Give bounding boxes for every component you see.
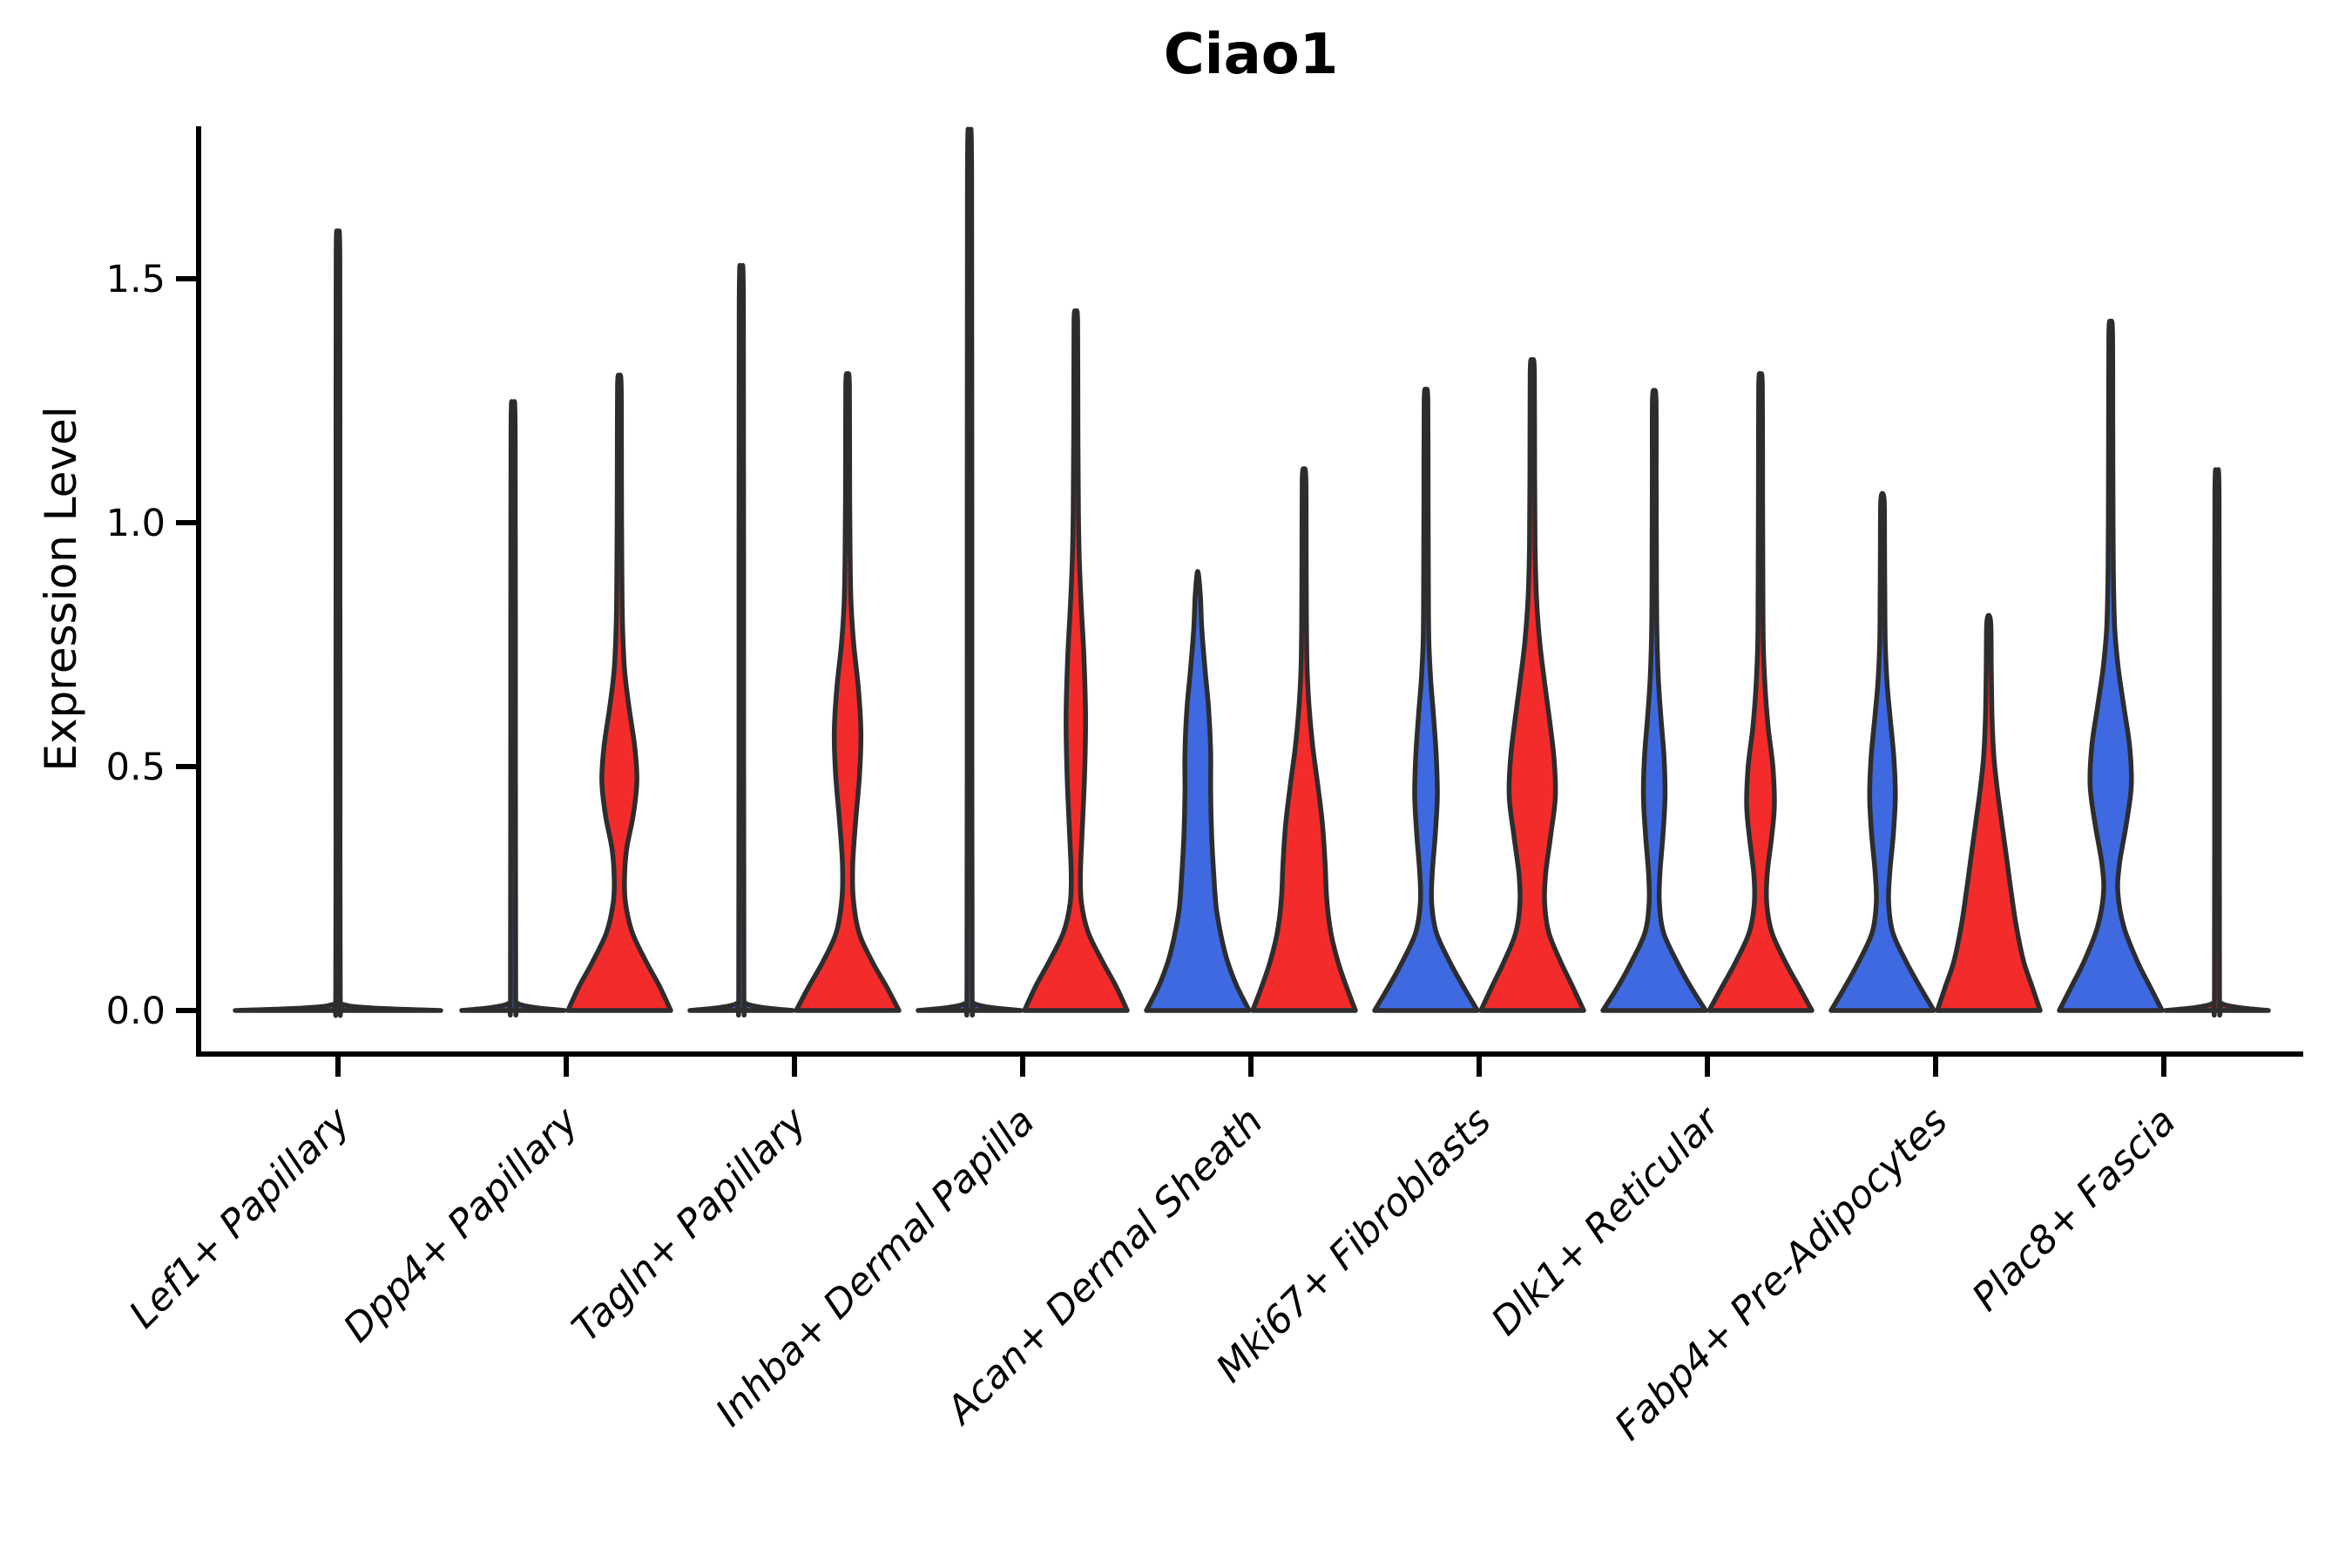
x-tick-label-lef1-papillary: Lef1+ Papillary xyxy=(121,1098,360,1337)
y-tick-label: 0.0 xyxy=(106,990,166,1033)
violin-dlk1-reticular-group2 xyxy=(1707,371,1815,1013)
violin-tagln-papillary-group2 xyxy=(794,371,902,1013)
x-tick-label-dlk1-reticular: Dlk1+ Reticular xyxy=(1483,1098,1729,1344)
violin-fabp4-pre-adipocytes-group2 xyxy=(1935,612,2043,1013)
violin-acan-dermal-sheath-group1 xyxy=(1144,569,1252,1013)
violin-dpp4-papillary-group2 xyxy=(565,372,673,1013)
y-tick-label: 0.5 xyxy=(106,746,166,789)
x-tick-label-dpp4-papillary: Dpp4+ Papillary xyxy=(335,1098,588,1351)
violin-dlk1-reticular-group1 xyxy=(1600,388,1708,1013)
violin-mki67-fibroblasts-group2 xyxy=(1478,356,1586,1013)
violin-inhba-dermal-papilla-group1 xyxy=(916,126,1024,1018)
violin-inhba-dermal-papilla-group2 xyxy=(1022,308,1130,1013)
violin-acan-dermal-sheath-group2 xyxy=(1250,466,1358,1013)
y-tick-label: 1.5 xyxy=(106,258,166,301)
violin-dpp4-papillary-group1 xyxy=(459,399,567,1018)
violin-lef1-papillary-group1 xyxy=(233,228,443,1018)
violin-fabp4-pre-adipocytes-group1 xyxy=(1828,490,1936,1013)
violin-tagln-papillary-group1 xyxy=(687,262,795,1018)
x-tick-label-tagln-papillary: Tagln+ Papillary xyxy=(564,1098,815,1350)
violin-mki67-fibroblasts-group1 xyxy=(1372,386,1480,1013)
chart-title: Ciao1 xyxy=(1163,23,1339,87)
y-tick-label: 1.0 xyxy=(106,502,166,545)
violin-plac8-fascia-group2 xyxy=(2163,467,2271,1018)
x-tick-label-plac8-fascia: Plac8+ Fascia xyxy=(1963,1099,2184,1320)
violin-plac8-fascia-group1 xyxy=(2057,318,2165,1013)
